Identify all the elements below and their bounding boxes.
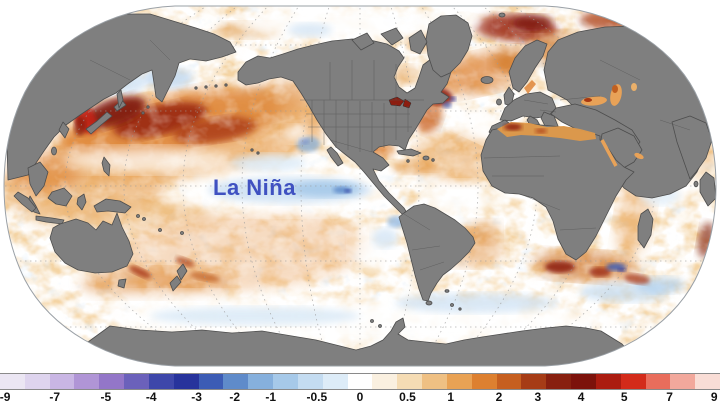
colorbar-swatch [148, 374, 174, 389]
colorbar-tick-label: -1 [265, 390, 277, 404]
colorbar-swatch [595, 374, 621, 389]
landmass-new-guinea [93, 198, 132, 214]
political-borders [89, 39, 691, 271]
landmass-svalbard [498, 12, 506, 18]
colorbar-tick-label: -9 [0, 390, 11, 404]
world-map: La Niña [3, 5, 717, 367]
colorbar-tick-label: 9 [710, 390, 718, 404]
colorbar-ticks: -9 -7 -5 -4 -3 -2 -1 -0.5 0 0.5 1 2 3 4 5 7 9 [0, 390, 720, 404]
landmass-new-zealand-south [169, 275, 182, 292]
colorbar-tick-label: 3 [534, 390, 542, 404]
colorbar-swatch [322, 374, 348, 389]
landmass-borneo [47, 187, 73, 207]
inland-seas [388, 80, 644, 167]
colorbar-swatch [471, 374, 497, 389]
landmass-taiwan [51, 146, 57, 156]
baltic-sea [524, 80, 536, 94]
colorbar-tick-label: 7 [666, 390, 673, 404]
landmass-cuba [396, 148, 422, 157]
colorbar-swatch [521, 374, 547, 389]
landmass-philippines [101, 156, 111, 177]
landmass-tasmania [117, 278, 127, 289]
colorbar-tick-label: 1 [447, 390, 455, 404]
map-svg: La Niña [3, 5, 717, 367]
landmass-sakhalin [116, 89, 124, 109]
colorbar-swatch [397, 374, 423, 389]
colorbar-swatch [124, 374, 149, 389]
colorbar-swatch [546, 374, 572, 389]
colorbar-swatch [99, 374, 125, 389]
landmass-iceland [480, 76, 494, 84]
landmass-korea [58, 121, 70, 139]
colorbar-swatch [695, 374, 720, 389]
colorbar-swatch [49, 374, 75, 389]
colorbar-swatch [297, 374, 323, 389]
landmass-south-america [398, 203, 476, 302]
colorbar-swatch [198, 374, 224, 389]
landmass-new-zealand-north [176, 263, 188, 281]
landmass-madagascar [637, 208, 654, 249]
colorbar-swatch [347, 374, 373, 389]
colorbar-tick-label: 5 [620, 390, 628, 404]
red-sea [600, 139, 618, 167]
landmass-scandinavia [508, 39, 548, 93]
colorbar-swatch [24, 374, 50, 389]
colorbar-tick-label: -5 [100, 390, 112, 404]
colorbar-swatches [0, 373, 720, 390]
colorbar-swatch [0, 374, 25, 389]
landmass-se-asia-edge [699, 171, 716, 207]
colorbar-tick-label: 0.5 [399, 390, 416, 404]
aral-sea [631, 83, 637, 91]
colorbar-swatch [446, 374, 472, 389]
great-lakes [388, 96, 412, 109]
colorbar-tick-label: 2 [495, 390, 503, 404]
colorbar-swatch [173, 374, 199, 389]
map-outline [3, 5, 717, 367]
landmass-sumatra [13, 191, 37, 213]
landmass-sulawesi [76, 193, 87, 211]
landmass-uk [503, 86, 515, 107]
colorbar: -9 -7 -5 -4 -3 -2 -1 -0.5 0 0.5 1 2 3 4 5 7 9 [0, 373, 720, 405]
small-islands [136, 83, 462, 328]
colorbar-tick-label: -2 [229, 390, 241, 404]
colorbar-swatch [273, 374, 298, 389]
colorbar-tick-label: 4 [577, 390, 585, 404]
colorbar-swatch [670, 374, 696, 389]
colorbar-swatch [422, 374, 447, 389]
landmass-falklands [444, 289, 450, 293]
colorbar-tick-label: 0 [356, 390, 364, 404]
la-nina-label: La Niña [213, 175, 296, 200]
landmass-india [671, 115, 713, 180]
colorbar-swatch [571, 374, 596, 389]
colorbar-tick-label: -0.5 [306, 390, 328, 404]
colorbar-tick-label: -3 [191, 390, 202, 404]
landmass-sri-lanka [693, 180, 699, 188]
colorbar-tick-label: -7 [49, 390, 61, 404]
colorbar-swatch [74, 374, 100, 389]
landmass-europe [499, 91, 557, 122]
landmass-antarctica [73, 317, 649, 366]
landmass-australia [49, 212, 134, 274]
colorbar-swatch [372, 374, 398, 389]
landmass-japan [85, 111, 113, 135]
colorbar-swatch [496, 374, 522, 389]
colorbar-swatch [248, 374, 274, 389]
landmass-hispaniola [422, 155, 430, 161]
landmass-baja [326, 146, 344, 167]
landmass-tierra-del-fuego [425, 300, 433, 306]
colorbar-swatch [620, 374, 646, 389]
landmass-indochina [27, 161, 49, 197]
landmass-arctic-islands [351, 27, 428, 55]
landmass-ireland [496, 98, 502, 106]
colorbar-swatch [223, 374, 249, 389]
landmasses [4, 12, 716, 366]
landmass-greenland [425, 14, 473, 78]
colorbar-swatch [645, 374, 671, 389]
persian-gulf [634, 152, 644, 160]
colorbar-tick-label: -4 [145, 390, 157, 404]
